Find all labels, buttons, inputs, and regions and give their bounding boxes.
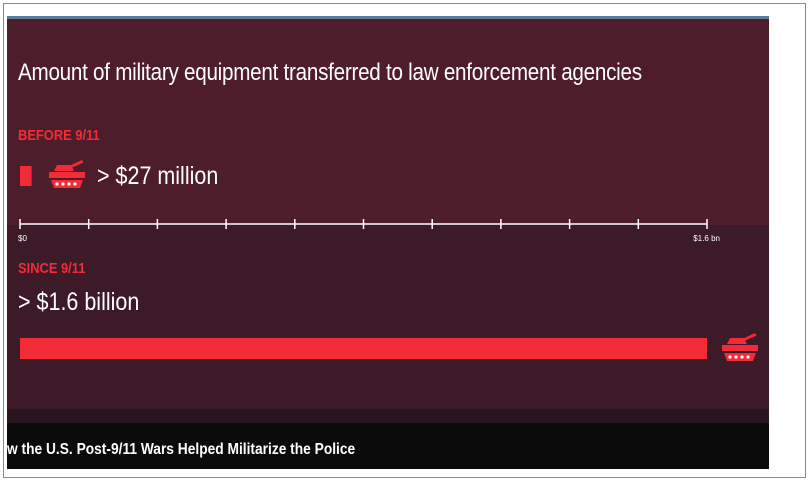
tank-wheel [55,182,59,186]
tank-icon-since [722,333,758,361]
tank-wheel [734,355,738,359]
value-label-since: > $1.6 billion [18,288,140,316]
tick-label-min: $0 [18,234,27,243]
icons [49,160,758,361]
video-player[interactable]: Amount of military equipment transferred… [7,16,769,469]
caption-bar [7,423,769,469]
category-label-since: SINCE 9/11 [18,260,86,277]
tank-turret [727,338,747,344]
before-panel [7,19,769,225]
tank-wheel [746,355,750,359]
bottom-panel [7,409,769,423]
tank-track [724,353,756,361]
tank-wheel [740,355,744,359]
video-top-strip [7,16,769,19]
bar-before [20,166,32,186]
x-axis: $0 $1.6 bn [18,219,720,243]
video-caption: w the U.S. Post-9/11 Wars Helped Militar… [7,441,356,458]
since-panel [7,225,769,409]
chart-canvas: $0 $1.6 bn [18,160,758,361]
tank-track [51,180,83,188]
tank-hull [49,172,85,178]
chart-title: Amount of military equipment transferred… [18,59,642,86]
tank-wheel [73,182,77,186]
tank-wheel [728,355,732,359]
value-label-before: > $27 million [97,162,219,190]
tick-label-max: $1.6 bn [693,234,720,243]
tank-icon-before [49,160,85,188]
tank-turret [54,165,74,171]
tank-hull [722,345,758,351]
bars [20,166,707,359]
tank-wheel [67,182,71,186]
tank-wheel [61,182,65,186]
category-label-before: BEFORE 9/11 [18,127,100,144]
bar-since [20,338,707,359]
